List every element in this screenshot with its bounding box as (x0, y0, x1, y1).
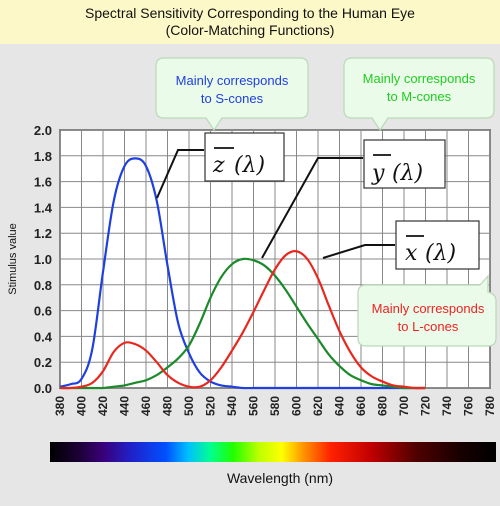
callout-m-cones: Mainly corresponds to M-cones (343, 57, 495, 132)
callout-l-cones: Mainly corresponds to L-cones (357, 274, 497, 347)
x-tick-label: 460 (139, 396, 153, 416)
x-tick-label: 480 (161, 396, 175, 416)
svg-text:to S-cones: to S-cones (201, 91, 264, 106)
y-tick-label: 0.6 (34, 304, 52, 319)
y-tick-label: 1.4 (34, 200, 53, 215)
series-line-1 (59, 257, 426, 390)
svg-text:z: z (212, 153, 225, 178)
svg-text:(λ): (λ) (392, 161, 423, 186)
x-tick-label: 440 (118, 396, 132, 416)
x-tick-label: 500 (182, 396, 196, 416)
leader-line-z (156, 149, 204, 199)
svg-text:Mainly corresponds: Mainly corresponds (363, 71, 476, 86)
svg-text:(λ): (λ) (234, 153, 265, 178)
y-axis-label: Stimulus value (7, 223, 19, 295)
y-tick-label: 1.6 (34, 175, 52, 190)
svg-text:to M-cones: to M-cones (387, 89, 452, 104)
series-line-2 (59, 250, 426, 390)
leader-line-x (322, 244, 395, 259)
y-tick-label: 1.8 (34, 149, 52, 164)
svg-text:x: x (405, 241, 418, 266)
series-line-0 (59, 157, 426, 390)
x-tick-label: 420 (96, 396, 110, 416)
z-bar-label: z (λ) (204, 132, 285, 182)
svg-text:Mainly corresponds: Mainly corresponds (176, 73, 289, 88)
y-tick-label: 0.4 (34, 329, 53, 344)
svg-text:(λ): (λ) (425, 241, 456, 266)
x-tick-label: 640 (333, 396, 347, 416)
x-tick-label: 380 (53, 396, 67, 416)
chart-title: Spectral Sensitivity Corresponding to th… (85, 5, 415, 21)
x-bar-label: x (λ) (395, 220, 480, 270)
x-tick-label: 660 (354, 396, 368, 416)
x-tick-label: 620 (311, 396, 325, 416)
x-tick-label: 720 (419, 396, 433, 416)
chart-subtitle: (Color-Matching Functions) (165, 22, 335, 38)
x-tick-label: 560 (247, 396, 261, 416)
x-tick-label: 780 (483, 396, 497, 416)
y-tick-label: 0.0 (34, 381, 52, 396)
x-tick-label: 520 (204, 396, 218, 416)
x-tick-label: 760 (462, 396, 476, 416)
y-bar-label: y (λ) (363, 139, 446, 189)
x-tick-label: 680 (376, 396, 390, 416)
x-tick-label: 580 (268, 396, 282, 416)
leader-line-y (261, 157, 363, 259)
y-tick-labels: 0.0 0.2 0.4 0.6 0.8 1.0 1.2 1.4 1.6 1.8 2.0 (34, 123, 53, 396)
x-tick-labels: 380 400 420 440 460 480 500 520 540 560 580 600 620 6… (53, 396, 497, 416)
svg-text:Mainly corresponds: Mainly corresponds (372, 301, 485, 316)
svg-text:y: y (371, 161, 385, 186)
grid (59, 129, 491, 389)
title-band: Spectral Sensitivity Corresponding to th… (0, 0, 500, 44)
x-tick-label: 740 (440, 396, 454, 416)
x-tick-label: 400 (75, 396, 89, 416)
x-tick-label: 600 (290, 396, 304, 416)
series-layer (59, 157, 426, 390)
x-tick-label: 540 (225, 396, 239, 416)
callout-s-cones: Mainly corresponds to S-cones (155, 57, 309, 132)
spectrum-bar (50, 442, 496, 462)
y-tick-label: 0.2 (34, 355, 52, 370)
x-axis-label: Wavelength (nm) (227, 470, 333, 486)
y-tick-label: 2.0 (34, 123, 52, 138)
y-tick-label: 0.8 (34, 278, 52, 293)
x-tick-label: 700 (397, 396, 411, 416)
svg-text:to L-cones: to L-cones (398, 319, 459, 334)
y-tick-label: 1.2 (34, 226, 52, 241)
y-tick-label: 1.0 (34, 252, 52, 267)
